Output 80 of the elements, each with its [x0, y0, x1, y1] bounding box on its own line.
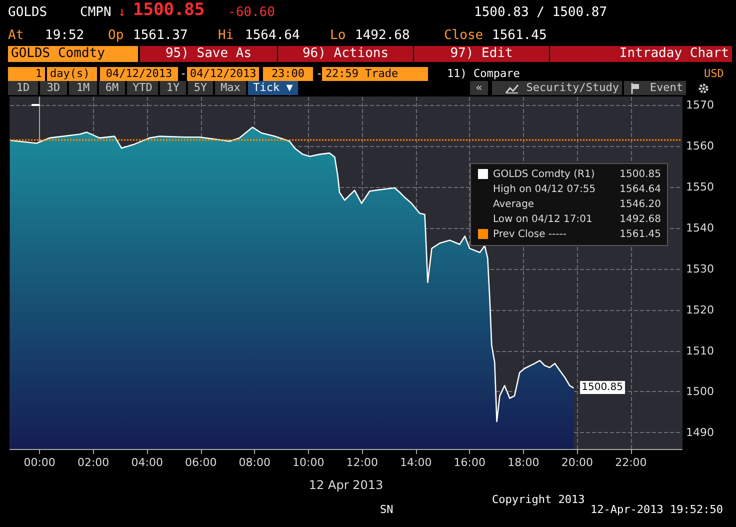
x-tick-label: 12:00 — [346, 456, 378, 469]
text: SN — [380, 503, 394, 517]
text: 1500.83 / 1500.87 — [474, 5, 608, 21]
annotation: Low on 04/12 17:01 — [493, 213, 592, 227]
legend-label: Prev Close ----- — [493, 228, 566, 242]
x-tick-label: 04:00 — [131, 456, 163, 469]
text: 1492.68 — [355, 28, 410, 44]
x-tick-label: 10:00 — [292, 456, 324, 469]
x-tick-label: 20:00 — [561, 456, 594, 469]
x-tick-label: 14:00 — [400, 456, 432, 469]
x-tick-label: 02:00 — [77, 456, 110, 469]
text: 19:52 — [45, 28, 84, 44]
y-tick-label: 1520 — [686, 303, 714, 316]
annotation: 1564.64 — [620, 183, 661, 197]
text: 1564.64 — [245, 28, 300, 44]
text: 1Y — [160, 81, 186, 95]
text: Intraday Chart — [550, 46, 732, 62]
annotation: High on 04/12 07:55 — [493, 183, 596, 197]
text: -60.60 — [228, 5, 275, 21]
annotation: 1500.85 — [580, 381, 626, 394]
annotation: 1561.45 — [620, 228, 661, 242]
x-tick-label: 06:00 — [184, 456, 217, 469]
text: 1561.37 — [133, 28, 188, 44]
x-tick-label: 16:00 — [454, 456, 486, 469]
text: YTD — [127, 81, 158, 95]
annotation: Average — [493, 198, 534, 212]
text: 11) Compare — [447, 67, 520, 81]
text: 1561.45 — [492, 28, 547, 43]
annotation: 1500.85 — [620, 168, 661, 182]
annotation: 1492.68 — [620, 213, 661, 227]
text: Security/Study — [492, 81, 622, 95]
text: Close — [444, 28, 484, 44]
x-tick-label: 08:00 — [238, 456, 270, 469]
text: Trade — [362, 67, 428, 81]
y-tick-label: 1500 — [686, 385, 714, 398]
y-tick-label: 1510 — [686, 344, 714, 358]
x-tick-label: 18:00 — [508, 456, 540, 469]
text: « — [470, 81, 488, 95]
y-tick-label: 1570 — [686, 98, 714, 112]
text: - — [180, 67, 187, 81]
text: 1500.85 — [133, 0, 205, 20]
text: 23:00 — [263, 67, 313, 81]
text: 22:59 — [322, 67, 362, 81]
text: 12-Apr-2013 19:52:50 — [590, 503, 724, 517]
text: 1 — [8, 67, 45, 81]
y-tick-label: 1560 — [686, 140, 714, 153]
legend-label: GOLDS Comdty (R1) — [493, 168, 595, 182]
text: CMPN — [80, 5, 112, 21]
text: 96) Actions — [278, 46, 413, 62]
x-tick-label: 22:00 — [615, 456, 647, 469]
y-tick-label: 1540 — [686, 221, 714, 234]
text: day(s) — [47, 67, 97, 81]
text: Event — [624, 81, 686, 95]
y-tick-label: 1490 — [686, 426, 714, 440]
text: Tick ▼ — [248, 81, 298, 95]
text: 1D — [8, 81, 38, 95]
text: 6M — [99, 81, 125, 95]
x-axis-title: 12 Apr 2013 — [308, 478, 384, 492]
text: At — [8, 28, 24, 44]
text: 04/12/2013 — [187, 67, 259, 81]
text: Hi — [218, 28, 234, 44]
text: 5Y — [188, 81, 213, 95]
y-tick-label: 1530 — [686, 262, 714, 276]
x-tick-label: 00:00 — [24, 456, 56, 469]
text: 97) Edit — [414, 46, 549, 62]
text: Copyright 2013 — [492, 493, 585, 507]
text: 1M — [69, 81, 97, 95]
text: - — [316, 67, 323, 81]
annotation: 1546.20 — [620, 198, 661, 212]
y-tick-label: 1550 — [686, 180, 714, 194]
text: 3D — [40, 81, 67, 95]
text: Op — [108, 28, 124, 44]
text: GOLDS — [8, 5, 48, 21]
text: USD — [704, 67, 724, 81]
text: GOLDS Comdty — [8, 46, 138, 62]
text: 95) Save As — [140, 46, 277, 62]
text: Max — [215, 81, 246, 95]
text: 04/12/2013 — [100, 67, 178, 81]
text: ↓ — [118, 5, 126, 21]
text: Lo — [330, 28, 346, 44]
